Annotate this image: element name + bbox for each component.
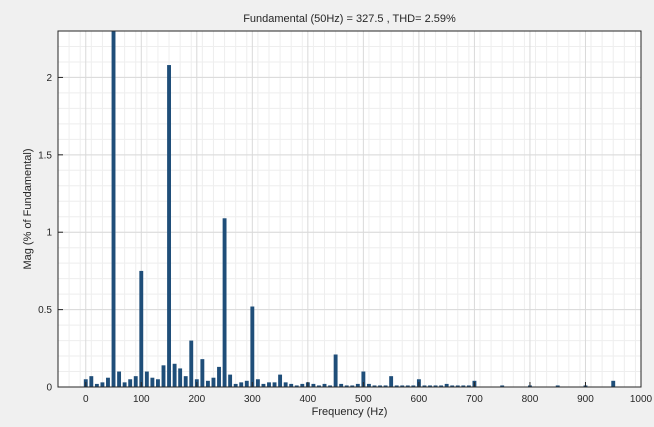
harmonic-bar: [322, 383, 327, 387]
harmonic-bar: [239, 382, 244, 387]
harmonic-bar: [344, 385, 349, 387]
x-axis-label: Frequency (Hz): [312, 406, 388, 418]
harmonic-bar: [333, 354, 338, 387]
harmonic-bar: [183, 376, 188, 387]
harmonic-bar: [133, 376, 138, 387]
x-tick-label: 100: [133, 394, 150, 405]
harmonic-bar: [128, 379, 133, 387]
harmonic-bar: [383, 385, 388, 387]
x-tick-label: 700: [466, 394, 483, 405]
y-tick-label: 2: [46, 73, 52, 84]
harmonic-bar: [233, 383, 238, 387]
harmonic-bar: [339, 383, 344, 387]
x-tick-label: 400: [300, 394, 317, 405]
x-tick-label: 1000: [630, 394, 653, 405]
harmonic-bar: [111, 31, 116, 387]
harmonic-bar: [217, 366, 221, 387]
harmonic-bar: [250, 306, 255, 387]
harmonic-bar: [555, 385, 560, 387]
x-tick-label: 200: [188, 394, 205, 405]
bars-group: [83, 31, 616, 387]
harmonic-bar: [317, 385, 321, 387]
x-tick-label: 600: [411, 394, 428, 405]
harmonic-bar: [106, 377, 110, 387]
harmonic-bar: [228, 374, 233, 387]
harmonic-bar: [189, 340, 194, 387]
y-tick-label: 0: [46, 383, 52, 394]
harmonic-bar: [411, 385, 416, 387]
harmonic-bar: [172, 363, 177, 387]
harmonic-bar: [394, 385, 399, 387]
plot-area: [58, 31, 641, 387]
x-tick-label: 500: [355, 394, 372, 405]
harmonic-bar: [366, 383, 371, 387]
chart-title: Fundamental (50Hz) = 327.5 , THD= 2.59%: [243, 13, 456, 25]
y-axis-label: Mag (% of Fundamental): [22, 148, 34, 269]
y-tick-label: 0.5: [38, 305, 52, 316]
harmonic-bar: [372, 385, 377, 387]
harmonic-bar: [444, 383, 449, 387]
harmonic-bar: [117, 371, 122, 387]
harmonic-bar: [139, 270, 144, 387]
plot-frame: [57, 30, 642, 388]
harmonic-bar: [122, 382, 127, 387]
harmonic-bar: [155, 379, 160, 387]
harmonic-bar: [461, 385, 466, 387]
harmonic-bar: [272, 382, 277, 387]
harmonic-bar: [89, 376, 94, 387]
harmonic-bar: [361, 371, 366, 387]
harmonic-bar: [294, 385, 299, 387]
harmonic-bar: [255, 379, 260, 387]
harmonic-bar: [355, 383, 360, 387]
harmonic-bar: [94, 383, 99, 387]
harmonic-bar: [144, 371, 149, 387]
harmonic-bar: [405, 385, 410, 387]
harmonic-bar: [611, 380, 616, 387]
harmonic-bar: [267, 382, 271, 387]
y-tick-label: 1.5: [38, 150, 52, 161]
x-tick-label: 800: [522, 394, 539, 405]
harmonic-bar: [100, 382, 105, 387]
x-tick-label: 900: [577, 394, 594, 405]
harmonic-bar: [500, 385, 505, 387]
harmonic-bar: [350, 385, 355, 387]
harmonic-bar: [389, 376, 394, 387]
harmonic-bar: [278, 374, 283, 387]
harmonic-bar: [150, 377, 155, 387]
x-tick-label: 300: [244, 394, 261, 405]
harmonic-bar: [244, 380, 249, 387]
harmonic-bar: [439, 385, 444, 387]
harmonic-bar: [300, 383, 305, 387]
harmonic-bar: [200, 359, 205, 387]
harmonic-bar: [283, 382, 288, 387]
harmonic-bar: [311, 383, 316, 387]
y-axis-ticks: 0 0.5 1 1.5 2: [38, 73, 63, 394]
harmonic-bar: [378, 385, 382, 387]
harmonic-bar: [433, 385, 438, 387]
harmonic-bar: [289, 383, 294, 387]
harmonic-bar: [178, 368, 183, 387]
harmonic-bar: [211, 377, 216, 387]
harmonic-bar: [222, 218, 227, 387]
harmonic-bar: [167, 65, 171, 387]
x-tick-label: 0: [83, 394, 89, 405]
harmonic-bar: [328, 385, 333, 387]
harmonic-bar: [161, 365, 166, 387]
harmonic-bar: [450, 385, 455, 387]
harmonic-bar: [466, 385, 471, 387]
harmonic-bar: [455, 385, 460, 387]
x-axis-ticks: 0 100 200 300 400 500 600 700 800 900 1000: [83, 382, 653, 405]
y-tick-label: 1: [46, 228, 52, 239]
harmonic-bar: [400, 385, 405, 387]
harmonic-bar: [261, 383, 266, 387]
harmonic-bar: [428, 385, 432, 387]
harmonic-bar: [205, 380, 210, 387]
harmonic-bar: [422, 385, 427, 387]
